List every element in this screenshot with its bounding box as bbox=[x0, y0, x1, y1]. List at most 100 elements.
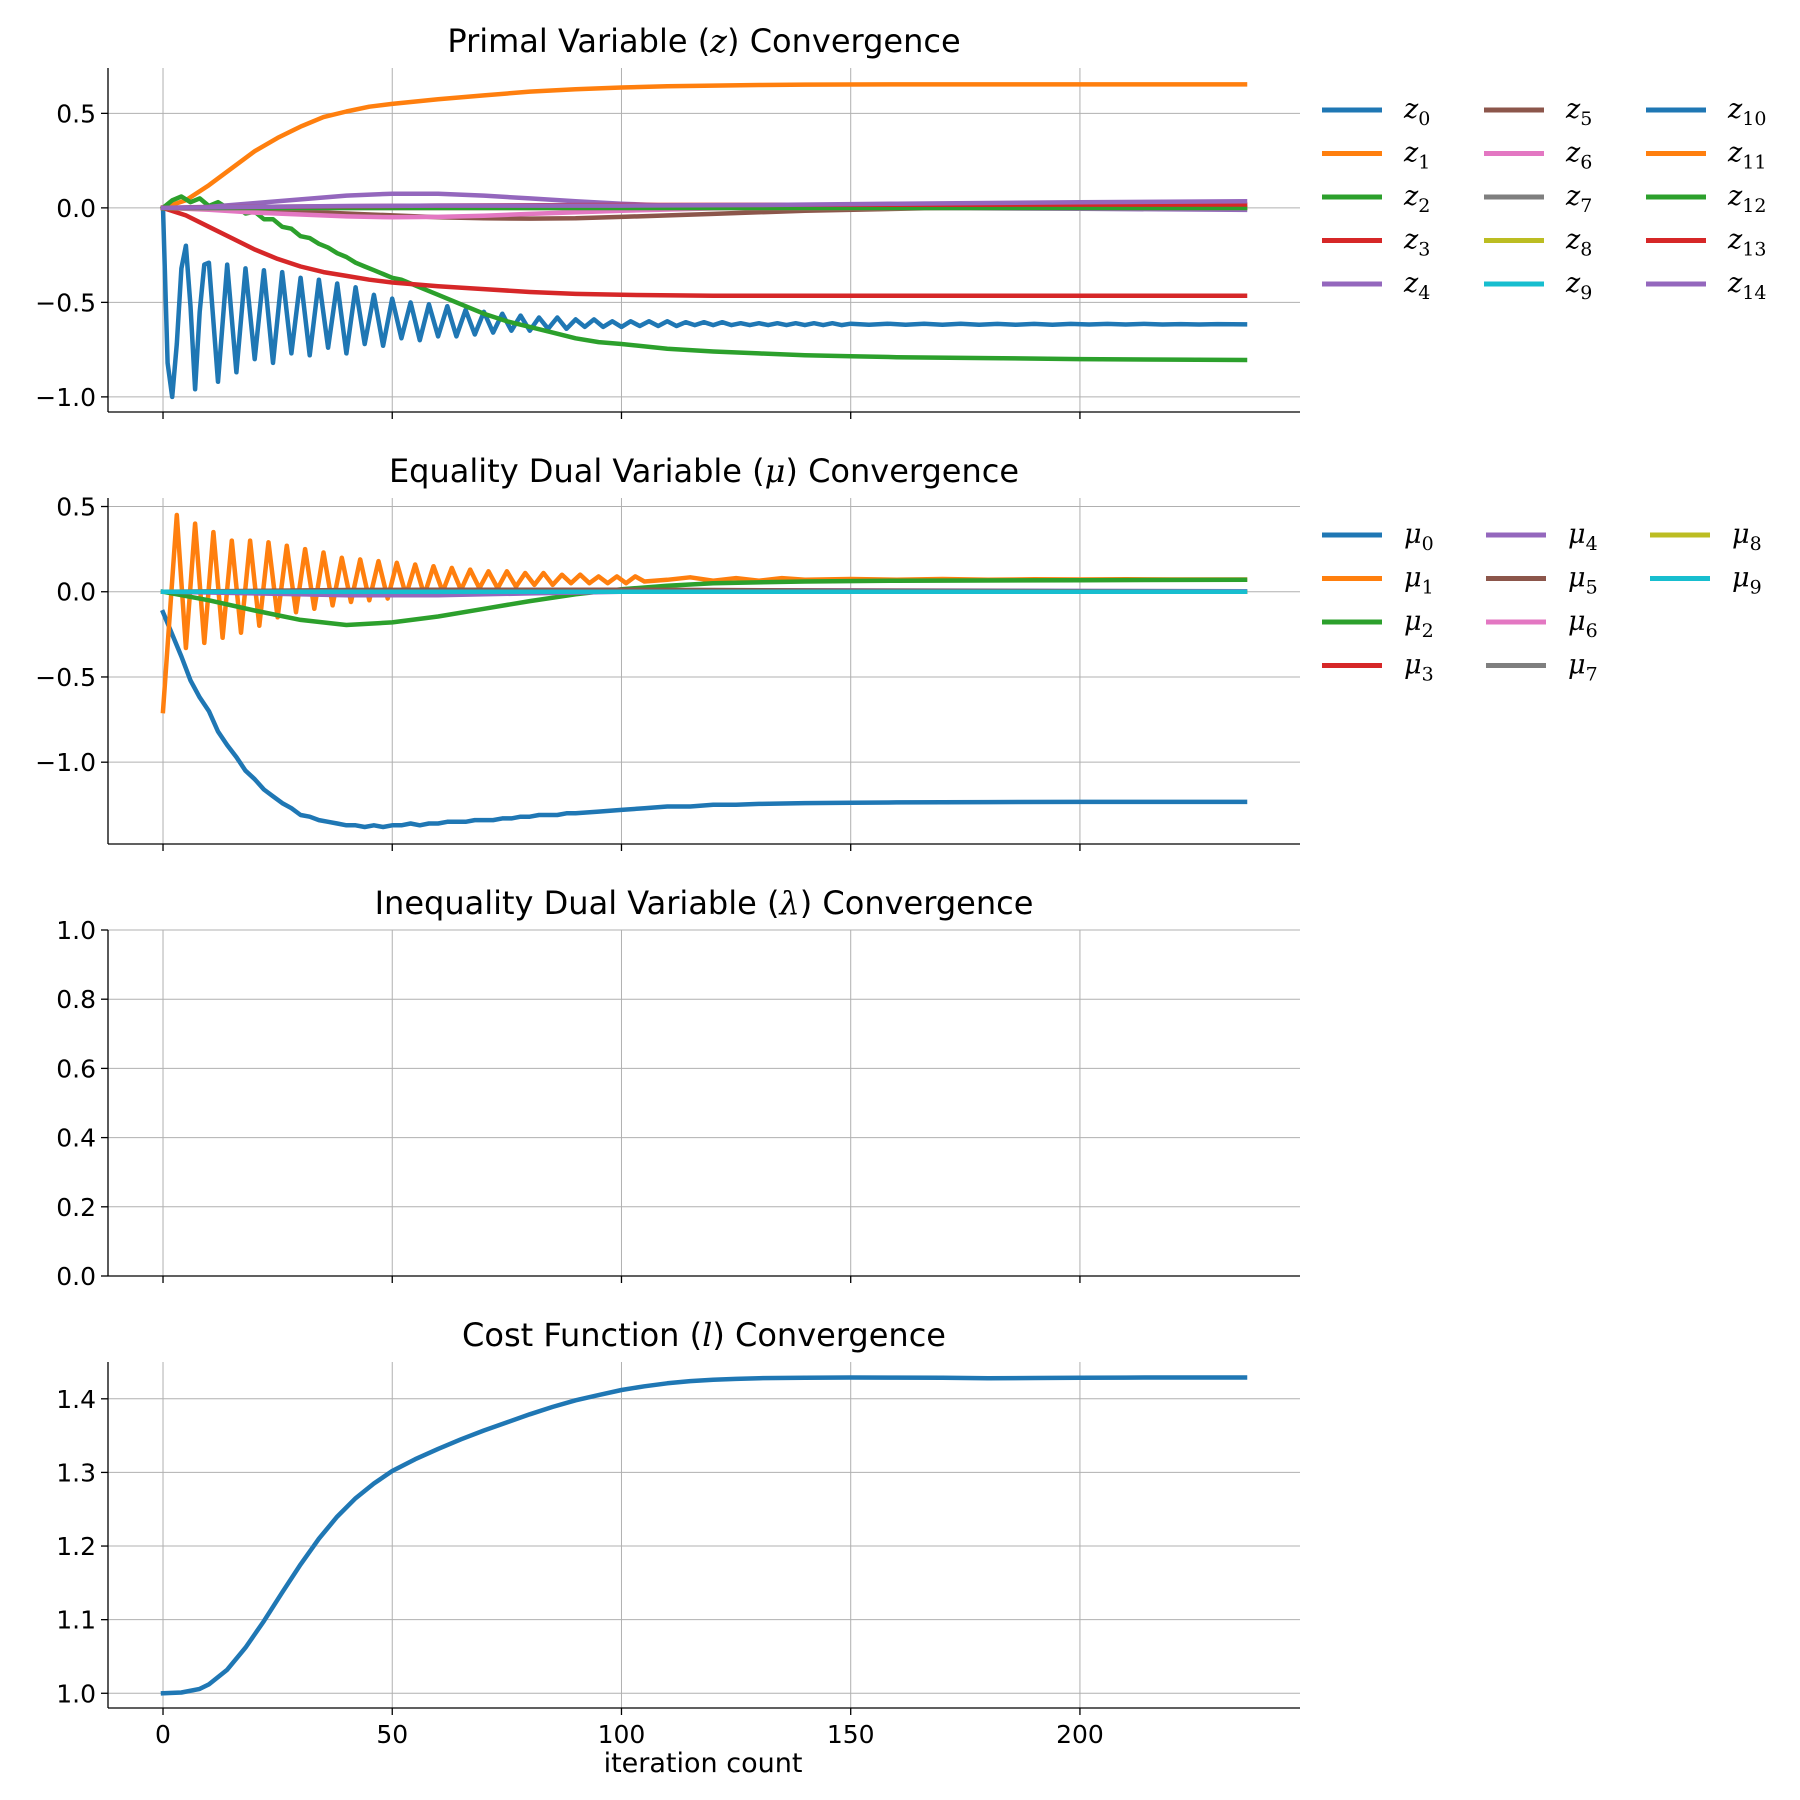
title-symbol-z: z bbox=[709, 22, 728, 60]
series-group-cost bbox=[160, 1375, 1248, 1696]
x-tick-label-50: 50 bbox=[376, 1720, 408, 1749]
y-tick-label-z--1: −1.0 bbox=[35, 383, 96, 412]
legend-label-z-6: z6 bbox=[1565, 138, 1592, 174]
panel-mu: Equality Dual Variable (μ) Convergence 0.… bbox=[35, 452, 1762, 851]
series-line-mu-1 bbox=[160, 512, 1248, 714]
legend-label-z-12: z12 bbox=[1727, 181, 1766, 217]
x-axis-label: iteration count bbox=[604, 1748, 803, 1779]
series-line-cost-0 bbox=[160, 1375, 1248, 1696]
legend-label-z-5: z5 bbox=[1565, 94, 1592, 130]
legend-item-mu-8: μ8 bbox=[1650, 519, 1762, 555]
y-tick-label-cost-1: 1.0 bbox=[56, 1679, 96, 1708]
title-suffix-lambda: ) Convergence bbox=[800, 884, 1034, 922]
legend-label-mu-5: μ5 bbox=[1568, 563, 1598, 599]
y-tick-label-lambda-0-6: 0.6 bbox=[56, 1054, 96, 1083]
y-tick-label-z-0-5: 0.5 bbox=[56, 99, 96, 128]
panel-title-z: Primal Variable (z) Convergence bbox=[447, 22, 960, 60]
legend-label-mu-2: μ2 bbox=[1404, 606, 1434, 642]
legend-label-mu-7: μ7 bbox=[1568, 650, 1598, 686]
legend-label-mu-3: μ3 bbox=[1404, 650, 1434, 686]
legend-label-z-11: z11 bbox=[1727, 138, 1766, 174]
panel-title-cost: Cost Function (l) Convergence bbox=[462, 1316, 946, 1354]
legend-label-z-2: z2 bbox=[1403, 181, 1430, 217]
series-group-z bbox=[159, 82, 1248, 400]
title-symbol-mu: μ bbox=[765, 452, 786, 490]
legend-item-mu-5: μ5 bbox=[1486, 563, 1598, 599]
title-prefix-mu: Equality Dual Variable ( bbox=[389, 452, 765, 490]
legend-label-mu-0: μ0 bbox=[1404, 519, 1434, 555]
series-line-mu-2 bbox=[160, 577, 1248, 628]
legend-item-z-5: z5 bbox=[1484, 94, 1592, 130]
y-tick-label-lambda-0-4: 0.4 bbox=[56, 1124, 96, 1153]
panel-title-lambda: Inequality Dual Variable (λ) Convergence bbox=[375, 884, 1034, 922]
series-line-z-3 bbox=[160, 205, 1248, 299]
panel-title-mu: Equality Dual Variable (μ) Convergence bbox=[389, 452, 1019, 490]
y-tick-label-lambda-0-8: 0.8 bbox=[56, 985, 96, 1014]
legend-item-z-6: z6 bbox=[1484, 138, 1592, 174]
legend-mu: μ0 μ1 μ2 μ3 μ4 μ5 μ6 μ7 μ8 μ9 bbox=[1322, 519, 1762, 686]
title-prefix-lambda: Inequality Dual Variable ( bbox=[375, 884, 780, 922]
legend-item-z-8: z8 bbox=[1484, 225, 1592, 261]
y-tick-label-z-0: 0.0 bbox=[56, 194, 96, 223]
panel-z: Primal Variable (z) Convergence 0.5 0.0 −0.… bbox=[35, 22, 1766, 419]
title-suffix-z: ) Convergence bbox=[727, 22, 961, 60]
legend-item-z-9: z9 bbox=[1484, 268, 1592, 304]
panel-lambda: Inequality Dual Variable (λ) Convergence… bbox=[56, 884, 1300, 1291]
legend-item-z-11: z11 bbox=[1646, 138, 1766, 174]
y-tick-label-mu-0: 0.0 bbox=[56, 578, 96, 607]
y-tick-label-mu--0-5: −0.5 bbox=[35, 663, 96, 692]
title-prefix-z: Primal Variable ( bbox=[447, 22, 710, 60]
panel-cost: Cost Function (l) Convergence 1.4 1.3 1.2 1.… bbox=[56, 1316, 1300, 1749]
legend-item-mu-4: μ4 bbox=[1486, 519, 1598, 555]
legend-label-z-3: z3 bbox=[1403, 225, 1430, 261]
y-tick-label-cost-1-2: 1.2 bbox=[56, 1532, 96, 1561]
legend-item-z-2: z2 bbox=[1322, 181, 1430, 217]
legend-item-z-12: z12 bbox=[1646, 181, 1766, 217]
title-symbol-lambda: λ bbox=[777, 884, 799, 922]
x-tick-label-200: 200 bbox=[1056, 1720, 1104, 1749]
x-tick-label-0: 0 bbox=[155, 1720, 171, 1749]
legend-label-mu-8: μ8 bbox=[1732, 519, 1762, 555]
series-line-z-1 bbox=[160, 82, 1248, 211]
legend-item-z-10: z10 bbox=[1646, 94, 1766, 130]
legend-label-mu-6: μ6 bbox=[1568, 606, 1598, 642]
legend-item-mu-2: μ2 bbox=[1322, 606, 1434, 642]
y-tick-label-lambda-1: 1.0 bbox=[56, 916, 96, 945]
legend-label-z-13: z13 bbox=[1727, 225, 1766, 261]
legend-label-z-7: z7 bbox=[1565, 181, 1592, 217]
legend-label-mu-1: μ1 bbox=[1404, 563, 1434, 599]
series-line-mu-0 bbox=[160, 609, 1248, 830]
legend-label-mu-4: μ4 bbox=[1568, 519, 1598, 555]
legend-label-z-9: z9 bbox=[1565, 268, 1592, 304]
legend-label-z-10: z10 bbox=[1727, 94, 1766, 130]
legend-label-z-0: z0 bbox=[1403, 94, 1430, 130]
y-tick-label-z--0-5: −0.5 bbox=[35, 288, 96, 317]
y-tick-label-mu-0-5: 0.5 bbox=[56, 493, 96, 522]
title-prefix-cost: Cost Function ( bbox=[462, 1316, 702, 1354]
legend-item-z-4: z4 bbox=[1322, 268, 1430, 304]
title-symbol-cost: l bbox=[702, 1316, 712, 1354]
legend-label-mu-9: μ9 bbox=[1732, 563, 1762, 599]
legend-item-z-7: z7 bbox=[1484, 181, 1592, 217]
y-tick-label-cost-1-3: 1.3 bbox=[56, 1458, 96, 1487]
series-line-z-14 bbox=[160, 199, 1248, 211]
series-line-z-0 bbox=[160, 205, 1248, 400]
legend-item-mu-3: μ3 bbox=[1322, 650, 1434, 686]
legend-label-z-4: z4 bbox=[1403, 268, 1430, 304]
legend-z: z0 z1 z2 z3 z4 z5 z6 z7 z8 z9 z10 z11 z12 z13 z14 bbox=[1322, 94, 1766, 304]
x-tick-label-150: 150 bbox=[827, 1720, 875, 1749]
legend-label-z-1: z1 bbox=[1403, 138, 1430, 174]
legend-item-z-13: z13 bbox=[1646, 225, 1766, 261]
y-tick-label-lambda-0-2: 0.2 bbox=[56, 1193, 96, 1222]
legend-item-z-3: z3 bbox=[1322, 225, 1430, 261]
y-tick-label-cost-1-1: 1.1 bbox=[56, 1606, 96, 1635]
legend-item-z-0: z0 bbox=[1322, 94, 1430, 130]
series-group-mu bbox=[160, 512, 1248, 830]
legend-item-mu-9: μ9 bbox=[1650, 563, 1762, 599]
legend-label-z-14: z14 bbox=[1727, 268, 1766, 304]
legend-item-mu-0: μ0 bbox=[1322, 519, 1434, 555]
y-tick-label-lambda-0: 0.0 bbox=[56, 1262, 96, 1291]
legend-item-mu-6: μ6 bbox=[1486, 606, 1598, 642]
legend-item-z-1: z1 bbox=[1322, 138, 1430, 174]
